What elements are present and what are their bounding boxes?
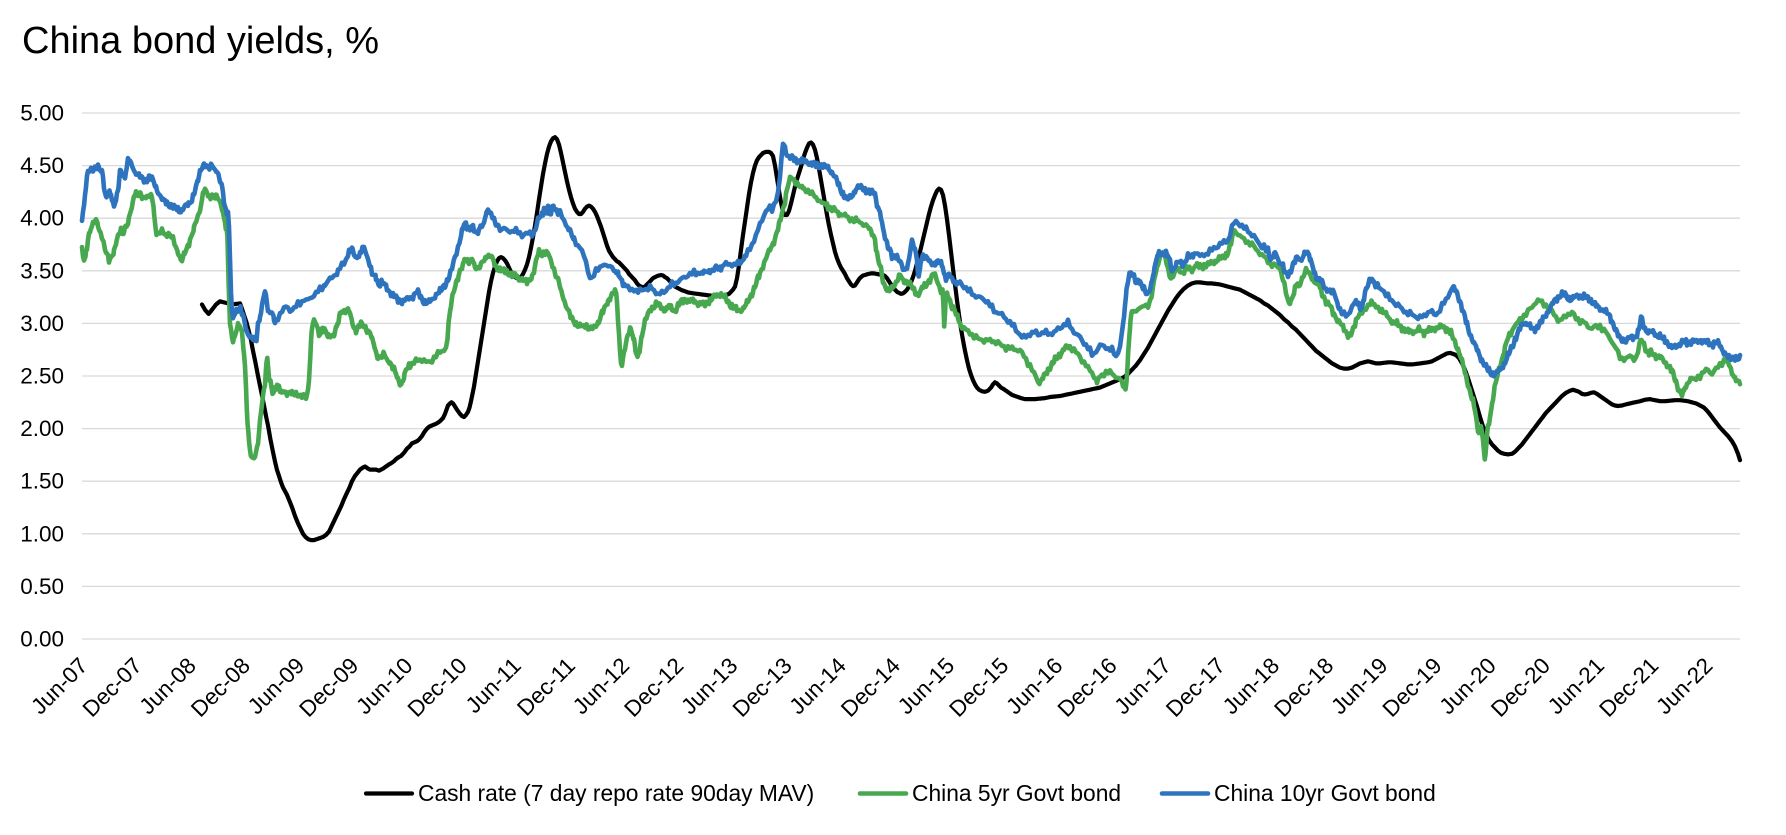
svg-text:1.50: 1.50 [20, 469, 64, 494]
svg-text:5.00: 5.00 [20, 101, 64, 126]
svg-text:0.00: 0.00 [20, 627, 64, 652]
svg-text:3.00: 3.00 [20, 311, 64, 336]
svg-text:Cash rate (7 day repo rate 90d: Cash rate (7 day repo rate 90day MAV) [418, 780, 814, 806]
svg-text:4.50: 4.50 [20, 153, 64, 178]
svg-text:4.00: 4.00 [20, 206, 64, 231]
svg-text:1.00: 1.00 [20, 521, 64, 546]
svg-text:China 10yr Govt bond: China 10yr Govt bond [1214, 780, 1436, 806]
svg-text:0.50: 0.50 [20, 574, 64, 599]
svg-text:China bond yields, %: China bond yields, % [22, 20, 379, 62]
svg-text:2.50: 2.50 [20, 364, 64, 389]
svg-text:China 5yr Govt bond: China 5yr Govt bond [912, 780, 1121, 806]
svg-text:2.00: 2.00 [20, 416, 64, 441]
svg-text:3.50: 3.50 [20, 258, 64, 283]
